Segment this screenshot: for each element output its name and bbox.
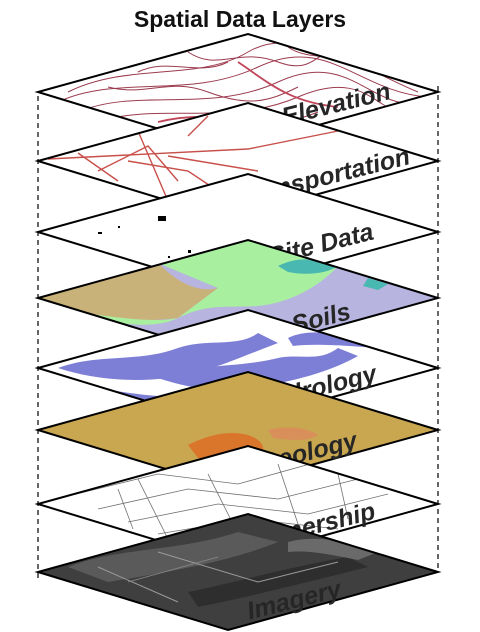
water-bodies — [58, 332, 378, 404]
layer-plate — [38, 103, 438, 219]
layer-plate — [38, 174, 438, 290]
layer-plate — [38, 34, 438, 150]
aerial-photo — [68, 532, 378, 607]
layer-detail — [58, 332, 378, 404]
layer-stack: Elevation Transportation — [34, 32, 442, 632]
guide-lines — [37, 86, 439, 580]
layer-detail — [68, 532, 378, 607]
layer-outline — [34, 512, 442, 632]
layer-plate — [38, 372, 438, 488]
diagram-title: Spatial Data Layers — [134, 6, 346, 32]
layer-geology: Geology — [34, 370, 442, 490]
layer-imagery: Imagery — [34, 512, 442, 632]
